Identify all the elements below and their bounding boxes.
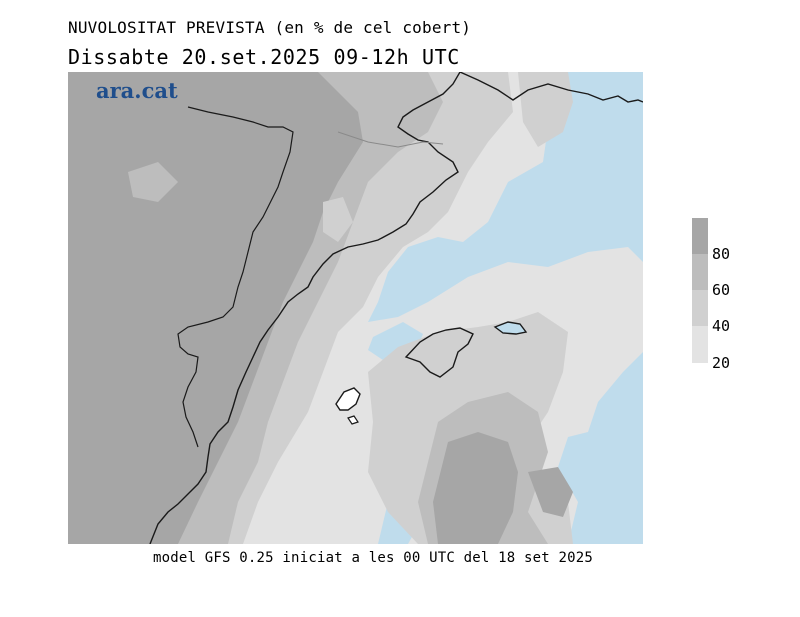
map-canvas	[68, 72, 643, 544]
border-pyrenees	[459, 72, 643, 103]
legend-tick-80: 80	[712, 245, 731, 263]
legend-tick-20: 20	[712, 354, 731, 372]
cloud-streak-1	[128, 162, 178, 202]
legend-swatch-80-100	[692, 218, 708, 254]
model-run-info: model GFS 0.25 iniciat a les 00 UTC del …	[153, 550, 594, 566]
cloud-zone-40-60-ne	[518, 72, 573, 147]
island-ibiza	[335, 387, 361, 411]
legend-swatch-40-60	[692, 290, 708, 326]
legend-tick-40: 40	[712, 317, 731, 335]
map-title: NUVOLOSITAT PREVISTA (en % de cel cobert…	[68, 18, 472, 37]
ara-cat-logo: ara.cat	[96, 78, 178, 103]
cloud-streak-2	[323, 197, 353, 242]
legend-tick-60: 60	[712, 281, 731, 299]
legend-swatch-60-80	[692, 254, 708, 290]
coastline-iberia	[149, 72, 461, 544]
legend-swatch-20-40	[692, 326, 708, 363]
border-catalonia-aragon	[177, 106, 294, 448]
cloud-zone-80-100-east	[528, 467, 573, 517]
island-formentera	[347, 415, 359, 425]
forecast-date: Dissabte 20.set.2025 09-12h UTC	[68, 45, 460, 69]
island-mallorca	[404, 327, 474, 378]
cloud-zone-80-100-core-south	[433, 432, 518, 544]
cloud-cover-map	[68, 72, 643, 544]
cloud-cover-legend: 80 60 40 20	[692, 218, 730, 372]
border-inland	[337, 131, 444, 148]
island-menorca	[493, 321, 528, 335]
